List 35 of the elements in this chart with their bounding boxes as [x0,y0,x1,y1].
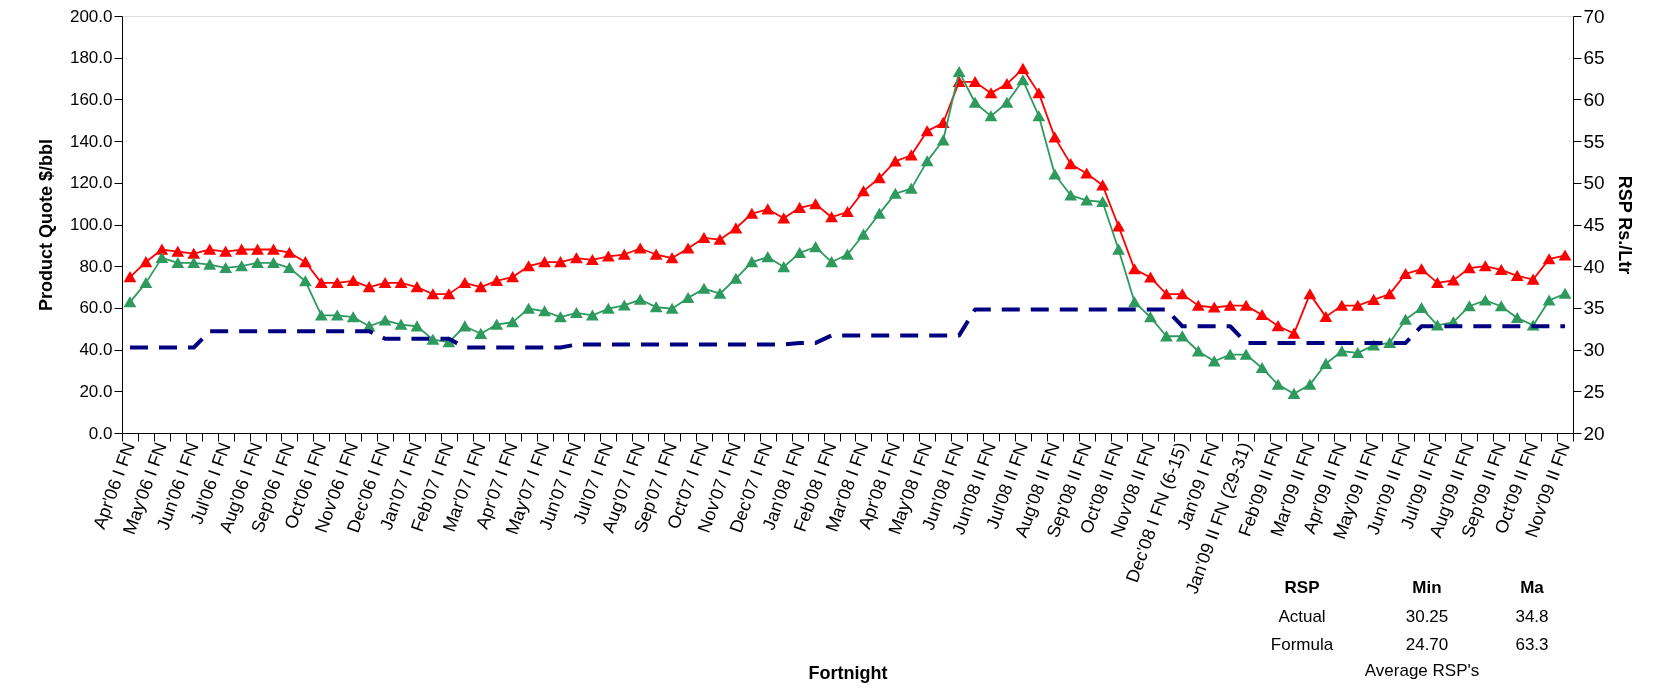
text: Average RSP's [1364,661,1480,680]
text: RSP [1284,578,1320,597]
y2-tick-label: 65 [1583,47,1605,69]
y2-tick-label: 40 [1583,255,1605,277]
y-tick-label: 20.0 [79,381,113,401]
y2-tick-label: 20 [1583,422,1605,444]
y-axis-title: Product Quote $/bbl [35,138,56,312]
text: 63.3 [1515,635,1549,654]
y-tick-label: 80.0 [79,256,113,276]
y2-tick-label: 35 [1583,297,1605,319]
y-tick-label: 140.0 [69,131,113,151]
text: Actual [1278,607,1326,626]
y2-axis-title: RSP Rs./Ltr [1614,175,1635,275]
y2-tick-label: 50 [1583,172,1605,194]
text: 34.8 [1515,607,1549,626]
text: Formula [1270,635,1334,654]
y2-tick-label: 70 [1583,5,1605,27]
y2-tick-label: 25 [1583,380,1605,402]
y-tick-label: 120.0 [69,173,113,193]
y-tick-label: 200.0 [69,6,113,26]
y2-tick-label: 30 [1583,339,1605,361]
y2-tick-label: 45 [1583,214,1605,235]
text: 30.25 [1405,607,1449,626]
y-tick-label: 180.0 [69,48,113,68]
y2-tick-label: 60 [1583,88,1605,110]
y-tick-label: 160.0 [69,89,113,109]
x-axis-title: Fortnight [808,662,888,683]
text: Min [1412,578,1442,597]
y2-tick-label: 55 [1583,130,1605,152]
y-tick-label: 60.0 [79,298,113,318]
y-tick-label: 40.0 [79,340,113,360]
text: Ma [1520,578,1545,597]
y-tick-label: 0.0 [88,423,113,443]
text: 24.70 [1405,635,1449,654]
y-tick-label: 100.0 [69,215,113,234]
